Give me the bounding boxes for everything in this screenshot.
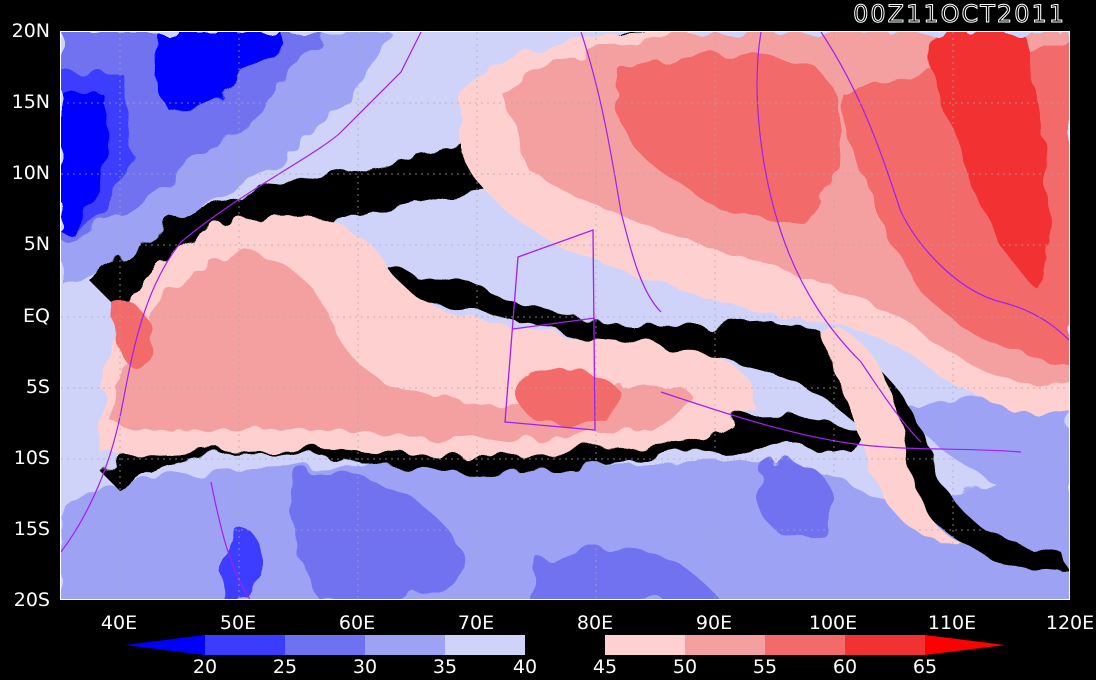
colorbar-bin [765, 635, 845, 655]
colorbar-label: 40 [512, 656, 538, 678]
lon-label: 50E [219, 612, 257, 634]
lon-label: 100E [808, 612, 858, 634]
field-60-65-ne [928, 32, 1050, 292]
field-max-blue-w [61, 92, 105, 232]
colorbar-label: 25 [272, 656, 298, 678]
colorbar-bin [285, 635, 365, 655]
lat-label: 15N [11, 91, 50, 113]
region-box [504, 229, 596, 431]
colorbar-bin [685, 635, 765, 655]
field-25-30-south3 [755, 460, 833, 538]
colorbar-bin [445, 635, 525, 655]
field-50-55-central [111, 255, 690, 439]
lat-label: 15S [13, 518, 50, 540]
lat-label: 5S [25, 376, 50, 398]
lon-label: 120E [1045, 612, 1095, 634]
colorbar-bin [365, 635, 445, 655]
lat-label: 20S [13, 589, 50, 611]
field-20-25-south [221, 530, 262, 599]
lon-label: 90E [695, 612, 733, 634]
colorbar-arrow-low [125, 635, 205, 655]
field-40-45-center [261, 267, 1069, 572]
lon-label: 70E [457, 612, 495, 634]
lat-label: 20N [11, 20, 50, 42]
colorbar-bin [525, 635, 605, 655]
colorbar-label: 45 [592, 656, 618, 678]
colorbar-arrow-high [925, 635, 1005, 655]
colorbar-label: 65 [912, 656, 938, 678]
field-55-60-ne [613, 53, 843, 224]
colorbar-label: 50 [672, 656, 698, 678]
contour-map [61, 32, 1069, 599]
field-25-30-south [290, 470, 464, 599]
field-max-blue-nw [154, 32, 281, 112]
colorbar-label: 30 [352, 656, 378, 678]
field-25-30-south2 [531, 547, 720, 599]
colorbar-label: 20 [192, 656, 218, 678]
colorbar [125, 635, 1005, 655]
graticule [61, 32, 1069, 599]
lat-label: EQ [23, 305, 50, 327]
lon-label: 40E [100, 612, 138, 634]
colorbar-label: 55 [752, 656, 778, 678]
colorbar-bin [205, 635, 285, 655]
lat-label: 5N [23, 233, 50, 255]
field-45-50-se [821, 330, 961, 544]
map-panel [60, 31, 1070, 600]
lon-label: 80E [576, 612, 614, 634]
colorbar-bin [605, 635, 685, 655]
colorbar-label: 60 [832, 656, 858, 678]
lon-label: 110E [927, 612, 977, 634]
coastlines [61, 32, 1069, 599]
lat-label: 10N [11, 162, 50, 184]
field-30-35-southeast [901, 397, 1069, 512]
lon-label: 60E [338, 612, 376, 634]
map-title: 00Z11OCT2011 [853, 0, 1066, 29]
lat-label: 10S [13, 447, 50, 469]
colorbar-bin [845, 635, 925, 655]
colorbar-label: 35 [432, 656, 458, 678]
